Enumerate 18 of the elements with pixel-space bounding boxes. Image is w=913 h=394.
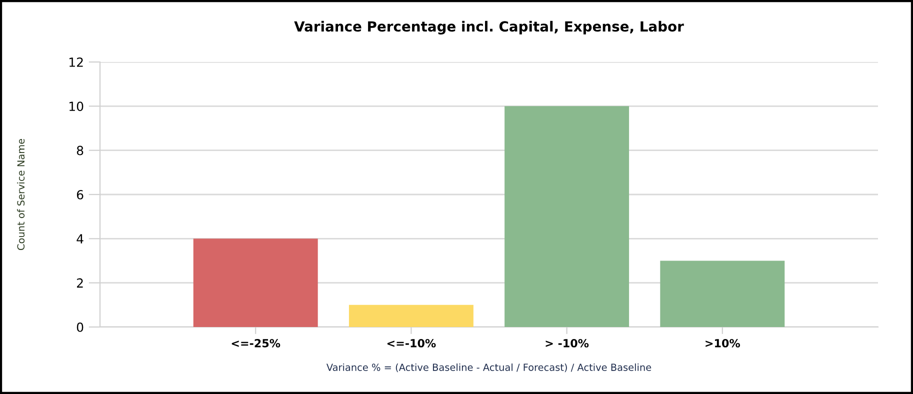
bar xyxy=(660,260,785,327)
y-tick-label: 6 xyxy=(76,190,84,200)
y-tick-label: 10 xyxy=(69,102,84,112)
x-tick-label: >10% xyxy=(706,339,740,348)
y-tick-label: 12 xyxy=(69,57,83,67)
y-axis-title: Count of Service Name xyxy=(17,138,25,250)
chart-title: Variance Percentage incl. Capital, Expense, Labor xyxy=(294,20,684,34)
y-tick-label: 8 xyxy=(76,146,84,156)
y-tick-label: 4 xyxy=(76,234,84,244)
x-tick-label: <=-10% xyxy=(387,339,436,348)
y-tick-label: 2 xyxy=(76,278,83,288)
bar xyxy=(348,304,474,327)
bar xyxy=(504,106,630,327)
x-tick-label: > -10% xyxy=(546,339,589,348)
x-tick-label: <=-25% xyxy=(232,339,280,348)
x-axis-title: Variance % = (Active Baseline - Actual / Forecast) / Active Baseline xyxy=(326,363,652,372)
y-tick-label: 0 xyxy=(76,322,84,332)
bar xyxy=(193,238,318,327)
